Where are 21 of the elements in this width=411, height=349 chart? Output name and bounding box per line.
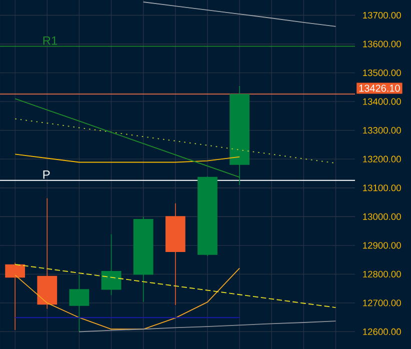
y-tick-label: 13200.00	[363, 156, 401, 162]
y-tick-label: 13300.00	[363, 127, 401, 134]
line-series	[14, 118, 336, 164]
line-series	[14, 98, 240, 178]
y-tick-label: 12700.00	[363, 300, 401, 306]
y-tick-label: 13700.00	[363, 12, 401, 19]
ref-line-label: R1	[43, 36, 58, 45]
y-tick-label: 13400.00	[363, 98, 401, 105]
y-tick-label: 13600.00	[363, 40, 401, 48]
y-tick-label: 13500.00	[363, 69, 401, 76]
text: 13426.10	[359, 84, 400, 92]
y-tick-label: 13000.00	[363, 213, 401, 220]
line-series	[142, 2, 336, 27]
candlestick	[69, 274, 90, 332]
y-tick-label: 13100.00	[363, 184, 401, 192]
y-tick-label: 12900.00	[363, 242, 401, 249]
candlestick	[101, 234, 122, 296]
ref-line-label: P	[43, 170, 50, 179]
candlestick	[5, 262, 26, 330]
y-tick-label: 12600.00	[363, 328, 401, 336]
y-tick-label: 12800.00	[363, 270, 401, 278]
